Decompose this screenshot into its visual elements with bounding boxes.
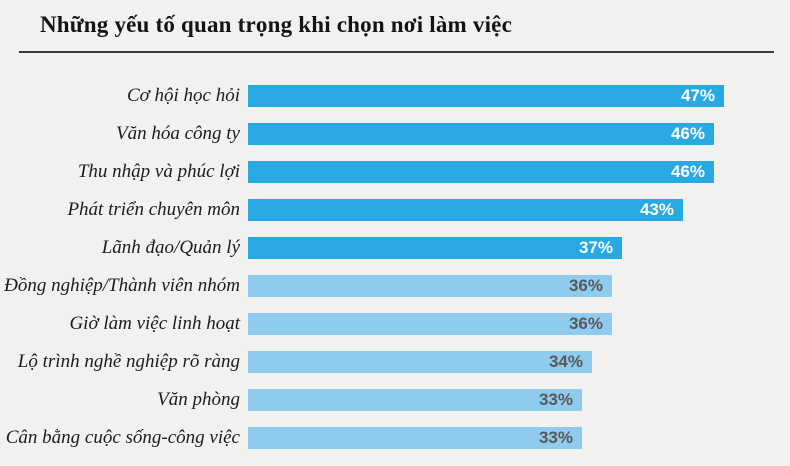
category-label: Văn phòng — [157, 389, 240, 410]
bar-row: Văn phòng 33% — [0, 381, 790, 419]
bar-track: 33% — [248, 427, 790, 449]
category-label: Phát triển chuyên môn — [67, 199, 240, 220]
value-label: 43% — [639, 200, 674, 219]
bar-row: Văn hóa công ty 46% — [0, 115, 790, 153]
value-label: 33% — [538, 390, 573, 409]
value-label: 36% — [568, 314, 603, 333]
bar-row: Cân bằng cuộc sống-công việc 33% — [0, 419, 790, 457]
bar-row: Lãnh đạo/Quản lý 37% — [0, 229, 790, 267]
bar: 34% — [248, 351, 592, 373]
bar-track: 37% — [248, 237, 790, 259]
bar-track: 47% — [248, 85, 790, 107]
bar-row: Lộ trình nghề nghiệp rõ ràng 34% — [0, 343, 790, 381]
category-label: Giờ làm việc linh hoạt — [69, 313, 240, 334]
category-label: Lộ trình nghề nghiệp rõ ràng — [17, 351, 240, 372]
bar-track: 46% — [248, 161, 790, 183]
value-label: 36% — [568, 276, 603, 295]
category-label: Đồng nghiệp/Thành viên nhóm — [4, 275, 240, 296]
bar-row: Đồng nghiệp/Thành viên nhóm 36% — [0, 267, 790, 305]
bar-track: 43% — [248, 199, 790, 221]
bar-track: 34% — [248, 351, 790, 373]
category-label: Lãnh đạo/Quản lý — [101, 237, 240, 258]
bar: 46% — [248, 161, 714, 183]
bar: 47% — [248, 85, 724, 107]
bar: 36% — [248, 313, 612, 335]
bar-row: Thu nhập và phúc lợi 46% — [0, 153, 790, 191]
value-label: 34% — [548, 352, 583, 371]
category-label: Thu nhập và phúc lợi — [77, 161, 240, 182]
category-label: Cơ hội học hỏi — [126, 85, 240, 106]
bar-track: 36% — [248, 313, 790, 335]
bar-track: 36% — [248, 275, 790, 297]
value-label: 46% — [670, 162, 705, 181]
bar-track: 46% — [248, 123, 790, 145]
bar: 46% — [248, 123, 714, 145]
chart-title: Những yếu tố quan trọng khi chọn nơi làm… — [40, 12, 512, 37]
title-underline — [19, 51, 774, 53]
value-label: 33% — [538, 428, 573, 447]
value-label: 46% — [670, 124, 705, 143]
category-label: Cân bằng cuộc sống-công việc — [5, 427, 240, 448]
bar-row: Giờ làm việc linh hoạt 36% — [0, 305, 790, 343]
bar-track: 33% — [248, 389, 790, 411]
bar: 43% — [248, 199, 683, 221]
bar: 33% — [248, 427, 582, 449]
bar-row: Phát triển chuyên môn 43% — [0, 191, 790, 229]
value-label: 47% — [680, 86, 715, 105]
bar-row: Cơ hội học hỏi 47% — [0, 77, 790, 115]
value-label: 37% — [578, 238, 613, 257]
bar-chart: Cơ hội học hỏi 47% Văn hóa công ty 46% T… — [0, 77, 790, 457]
category-label: Văn hóa công ty — [115, 123, 240, 144]
bar: 36% — [248, 275, 612, 297]
bar: 33% — [248, 389, 582, 411]
bar: 37% — [248, 237, 622, 259]
